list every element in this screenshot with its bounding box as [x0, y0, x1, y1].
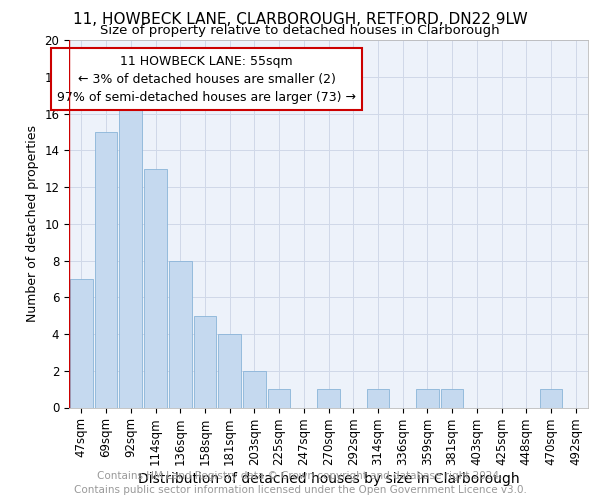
Bar: [119, 95, 142, 408]
Bar: [95, 132, 118, 407]
Bar: [70, 279, 93, 407]
Bar: [243, 371, 266, 408]
Text: 11 HOWBECK LANE: 55sqm
← 3% of detached houses are smaller (2)
97% of semi-detac: 11 HOWBECK LANE: 55sqm ← 3% of detached …: [57, 54, 356, 104]
Y-axis label: Number of detached properties: Number of detached properties: [26, 125, 39, 322]
Bar: [539, 389, 562, 407]
Bar: [317, 389, 340, 407]
Bar: [218, 334, 241, 407]
Bar: [441, 389, 463, 407]
Bar: [169, 260, 191, 408]
Bar: [144, 168, 167, 408]
Bar: [416, 389, 439, 407]
Text: Size of property relative to detached houses in Clarborough: Size of property relative to detached ho…: [100, 24, 500, 37]
Text: 11, HOWBECK LANE, CLARBOROUGH, RETFORD, DN22 9LW: 11, HOWBECK LANE, CLARBOROUGH, RETFORD, …: [73, 12, 527, 28]
Bar: [367, 389, 389, 407]
X-axis label: Distribution of detached houses by size in Clarborough: Distribution of detached houses by size …: [137, 472, 520, 486]
Bar: [194, 316, 216, 408]
Text: Contains HM Land Registry data © Crown copyright and database right 2024.
Contai: Contains HM Land Registry data © Crown c…: [74, 471, 526, 495]
Bar: [268, 389, 290, 407]
